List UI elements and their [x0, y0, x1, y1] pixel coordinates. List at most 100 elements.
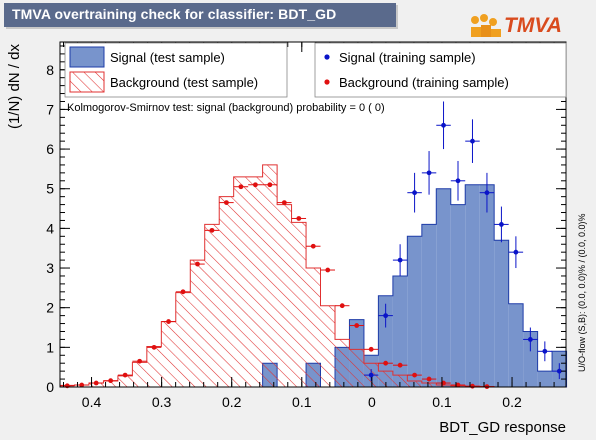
background-training-point: [195, 261, 200, 267]
background-bar: [392, 375, 408, 387]
background-training-point: [310, 243, 316, 249]
background-bar: [248, 176, 263, 387]
signal-training-point: [412, 190, 417, 196]
background-bar: [204, 224, 220, 387]
signal-bar: [450, 204, 466, 387]
background-bar: [117, 375, 133, 387]
background-bar: [291, 222, 307, 387]
signal-bar: [407, 236, 422, 387]
background-outline: [59, 164, 567, 388]
background-bar: [436, 385, 451, 387]
background-training-point: [426, 376, 432, 382]
plot-frame: [59, 41, 567, 388]
background-training-point: [339, 303, 345, 309]
title-box: TMVA overtraining check for classifier: …: [4, 3, 396, 27]
y-tick-label: 0: [46, 379, 54, 395]
legend-label: Signal (training sample): [339, 50, 476, 65]
signal-training-point: [513, 249, 519, 255]
background-bar: [378, 371, 393, 387]
legend-label: Signal (test sample): [110, 50, 225, 65]
background-training-point: [93, 380, 99, 386]
background-training-point: [122, 372, 128, 378]
background-training-point: [137, 358, 143, 364]
background-bar: [190, 260, 205, 387]
background-bar: [320, 305, 336, 387]
signal-bar: [392, 275, 408, 387]
background-training-point: [166, 319, 171, 324]
legend-marker-background-training: [324, 79, 330, 85]
legend-label: Background (training sample): [339, 75, 509, 90]
signal-bar: [465, 184, 480, 387]
x-tick-label: 0.4: [82, 394, 102, 410]
background-bar: [306, 268, 321, 387]
y-axis-label: (1/N) dN / dx: [6, 44, 23, 130]
legend-label: Background (test sample): [110, 75, 258, 90]
background-bar: [132, 362, 147, 387]
ks-test-text: Kolmogorov-Smirnov test: signal (backgro…: [67, 102, 385, 114]
background-bar: [219, 196, 234, 387]
background-bar: [421, 383, 437, 387]
background-training-point: [470, 383, 475, 389]
y-tick-label: 3: [46, 260, 54, 276]
signal-bar: [523, 331, 538, 387]
signal-bar: [537, 371, 553, 387]
background-training-point: [267, 182, 273, 188]
background-training-point: [151, 344, 157, 350]
tmva-logo-icon: [471, 14, 501, 37]
legend-marker-signal-training: [324, 54, 330, 60]
signal-bar: [508, 303, 524, 387]
background-bar: [277, 204, 292, 387]
background-bar: [349, 349, 364, 387]
signal-training-point: [527, 337, 533, 342]
x-tick-label: 0.1: [292, 394, 312, 410]
background-training-point: [79, 382, 85, 388]
background-training-point: [455, 382, 461, 388]
signal-training-point: [455, 178, 461, 184]
y-tick-label: 1: [46, 339, 54, 355]
y-tick-label: 6: [46, 141, 54, 157]
tmva-logo-text: TMVA: [504, 14, 562, 37]
signal-training-point: [426, 170, 432, 176]
background-bar: [335, 339, 350, 387]
background-bar: [103, 381, 118, 387]
background-training-point: [252, 182, 258, 188]
signal-training-point: [383, 313, 389, 319]
x-tick-label: 0.1: [432, 394, 452, 410]
background-training-point: [238, 184, 244, 190]
background-training-point: [354, 323, 360, 328]
tmva-logo: TMVA: [468, 10, 576, 42]
background-training-point: [383, 360, 389, 366]
background-bar: [233, 176, 249, 387]
signal-bar: [479, 184, 495, 387]
background-training-point: [180, 289, 186, 295]
background-bar: [175, 292, 191, 387]
signal-training-point: [368, 372, 374, 378]
signal-training-point: [556, 368, 562, 374]
signal-training-point: [397, 257, 403, 263]
signal-training-point: [499, 222, 504, 227]
chart-title: TMVA overtraining check for classifier: …: [12, 6, 337, 22]
signal-training-point: [542, 348, 548, 354]
background-bar: [262, 164, 278, 387]
background-bar: [161, 321, 176, 387]
y-tick-label: 7: [46, 101, 54, 117]
background-training-point: [325, 267, 331, 273]
background-bar: [146, 346, 162, 387]
signal-bar: [421, 224, 437, 387]
background-training-point: [281, 200, 287, 206]
background-training-point: [224, 200, 229, 206]
background-training-point: [209, 227, 215, 233]
x-tick-label: 0.2: [502, 394, 522, 410]
background-training-point: [296, 216, 302, 221]
background-training-point: [108, 378, 114, 384]
x-tick-label: 0: [368, 394, 376, 410]
background-training-point: [368, 346, 374, 352]
signal-bar: [436, 188, 451, 387]
signal-bar: [378, 295, 393, 387]
y-tick-label: 5: [46, 181, 54, 197]
signal-bar: [494, 240, 509, 387]
x-tick-label: 0.2: [222, 394, 242, 410]
legend-swatch-background-test: [69, 71, 105, 93]
legend-swatch-signal-test: [69, 46, 105, 68]
